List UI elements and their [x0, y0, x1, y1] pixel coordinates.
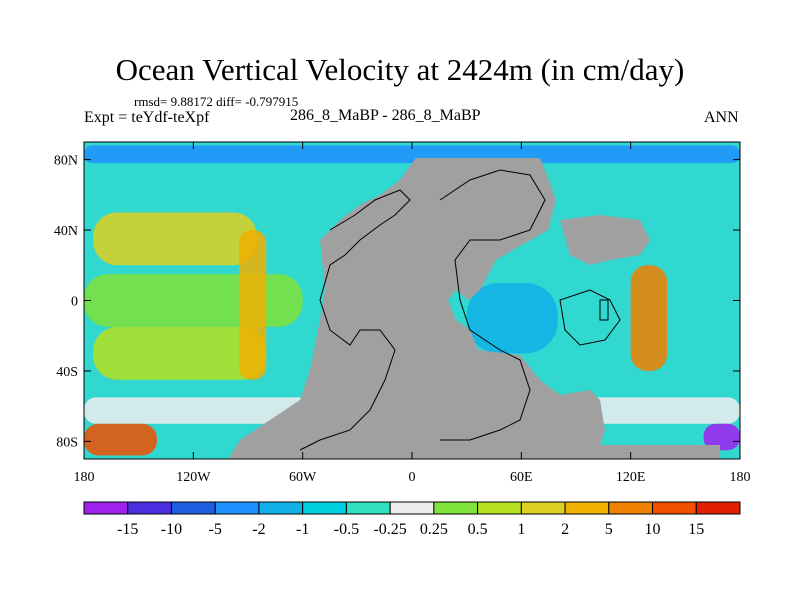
- coastline-madagascar: [599, 299, 609, 321]
- colorbar-label: 15: [688, 521, 704, 538]
- x-tick-label: 180: [74, 470, 95, 485]
- region-pacific-equatorial: [84, 274, 303, 327]
- region-east-pacific-boundary: [238, 230, 267, 380]
- colorbar-label: -2: [252, 521, 265, 538]
- colorbar-label: 5: [605, 521, 613, 538]
- y-tick-label: 40S: [56, 365, 78, 380]
- colorbar-swatch: [433, 501, 479, 515]
- colorbar-label: 2: [561, 521, 569, 538]
- colorbar-swatch: [127, 501, 172, 515]
- colorbar-label: -1: [296, 521, 309, 538]
- land-mask: [228, 158, 720, 459]
- land-southeast-asia: [560, 215, 650, 265]
- colorbar-swatch: [608, 501, 654, 515]
- colorbar-label: 1: [517, 521, 525, 538]
- x-axis: 180 120W 60W 0 60E 120E 180: [74, 142, 751, 485]
- coastline-africa: [439, 169, 546, 441]
- region-north-pacific-subtropical: [93, 212, 258, 266]
- y-tick-label: 0: [71, 295, 78, 310]
- land-greenland: [416, 158, 470, 195]
- colorbar-label: 0.25: [420, 521, 448, 538]
- coastline-americas: [299, 189, 411, 451]
- x-tick-label: 120E: [616, 470, 646, 485]
- land-americas-africa: [228, 158, 720, 459]
- y-axis: 80N 40N 0 40S 80S: [54, 154, 740, 450]
- region-west-pacific-boundary: [630, 265, 668, 371]
- case-label: 286_8_MaBP - 286_8_MaBP: [290, 107, 481, 124]
- colorbar-label: -15: [117, 521, 138, 538]
- colorbar-label: 0.5: [468, 521, 488, 538]
- colorbar: -15 -10 -5 -2 -1 -0.5 -0.25 0.25 0.5 1 2 5 10 15: [83, 501, 741, 538]
- region-arctic-band: [84, 145, 740, 164]
- colorbar-swatch: [520, 501, 566, 515]
- x-tick-label: 60W: [289, 470, 317, 485]
- colorbar-label: -5: [209, 521, 222, 538]
- season-label: ANN: [704, 109, 739, 126]
- colorbar-swatch: [170, 501, 216, 515]
- colorbar-swatch: [83, 501, 129, 515]
- coastlines: [299, 169, 621, 451]
- region-antarctic-coast-west: [84, 423, 157, 456]
- colorbar-label: 10: [645, 521, 661, 538]
- region-antarctic-coast-east: [703, 423, 740, 451]
- experiment-label: Expt = teYdf-teXpf: [84, 109, 210, 126]
- colorbar-swatch: [302, 501, 347, 515]
- colorbar-label: -0.25: [373, 521, 406, 538]
- colorbar-swatch: [477, 501, 522, 515]
- x-tick-label: 60E: [510, 470, 533, 485]
- y-tick-label: 40N: [54, 224, 78, 239]
- data-regions: [84, 145, 740, 456]
- colorbar-swatch: [564, 501, 610, 515]
- x-tick-label: 0: [409, 470, 416, 485]
- colorbar-label: -10: [161, 521, 182, 538]
- x-tick-label: 180: [730, 470, 751, 485]
- y-tick-label: 80S: [56, 435, 78, 450]
- colorbar-swatch: [258, 501, 304, 515]
- colorbar-swatch: [652, 501, 697, 515]
- colorbar-label: -0.5: [334, 521, 359, 538]
- x-tick-label: 120W: [176, 470, 211, 485]
- region-south-pacific-upwelling: [93, 326, 267, 380]
- stats-text: rmsd= 9.88172 diff= -0.797915: [134, 94, 299, 109]
- colorbar-swatch: [214, 501, 260, 515]
- region-indian-ocean-west: [466, 282, 558, 354]
- colorbar-swatch: [345, 501, 391, 515]
- colorbar-swatch: [695, 501, 741, 515]
- chart-title: Ocean Vertical Velocity at 2424m (in cm/…: [115, 52, 685, 87]
- y-tick-label: 80N: [54, 154, 78, 169]
- colorbar-swatch: [389, 501, 435, 515]
- coastline-australia: [559, 289, 621, 346]
